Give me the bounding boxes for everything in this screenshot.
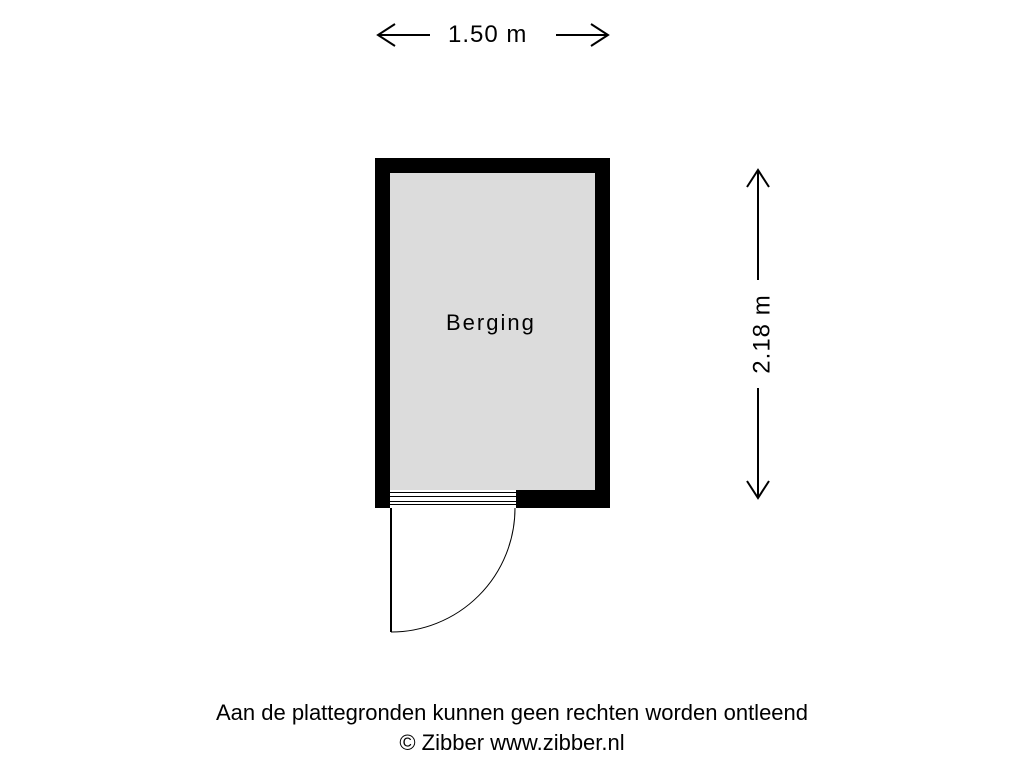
floorplan-canvas: 1.50 m 2.18 m Berging Aan de plattegrond… <box>0 0 1024 768</box>
door-swing <box>0 0 1024 768</box>
disclaimer-line1: Aan de plattegronden kunnen geen rechten… <box>0 698 1024 728</box>
disclaimer-line2: © Zibber www.zibber.nl <box>0 728 1024 758</box>
disclaimer: Aan de plattegronden kunnen geen rechten… <box>0 698 1024 757</box>
